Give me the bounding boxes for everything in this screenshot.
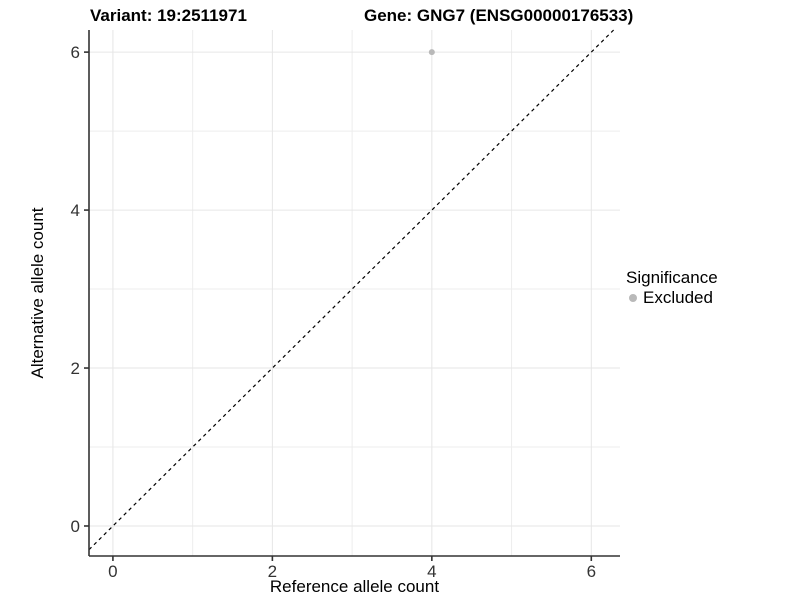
legend-item-excluded: Excluded — [626, 288, 718, 308]
y-tick-label: 6 — [71, 43, 80, 62]
legend-item-label: Excluded — [643, 288, 713, 307]
y-tick-label: 4 — [71, 201, 80, 220]
data-point — [428, 49, 435, 56]
x-tick-label: 6 — [587, 562, 596, 581]
y-tick-label: 2 — [71, 359, 80, 378]
legend: Significance Excluded — [626, 268, 718, 308]
plot-title-variant: Variant: 19:2511971 — [90, 6, 247, 25]
y-tick-label: 0 — [71, 517, 80, 536]
x-axis-title: Reference allele count — [269, 577, 440, 596]
x-tick-label: 4 — [427, 562, 436, 581]
legend-point-icon — [629, 294, 637, 302]
x-tick-label: 0 — [108, 562, 117, 581]
legend-title: Significance — [626, 268, 718, 287]
identity-line — [88, 29, 615, 551]
plot-title-gene: Gene: GNG7 (ENSG00000176533) — [364, 6, 634, 25]
x-tick-label: 2 — [268, 562, 277, 581]
y-axis-title-text: Alternative allele count — [28, 207, 47, 379]
